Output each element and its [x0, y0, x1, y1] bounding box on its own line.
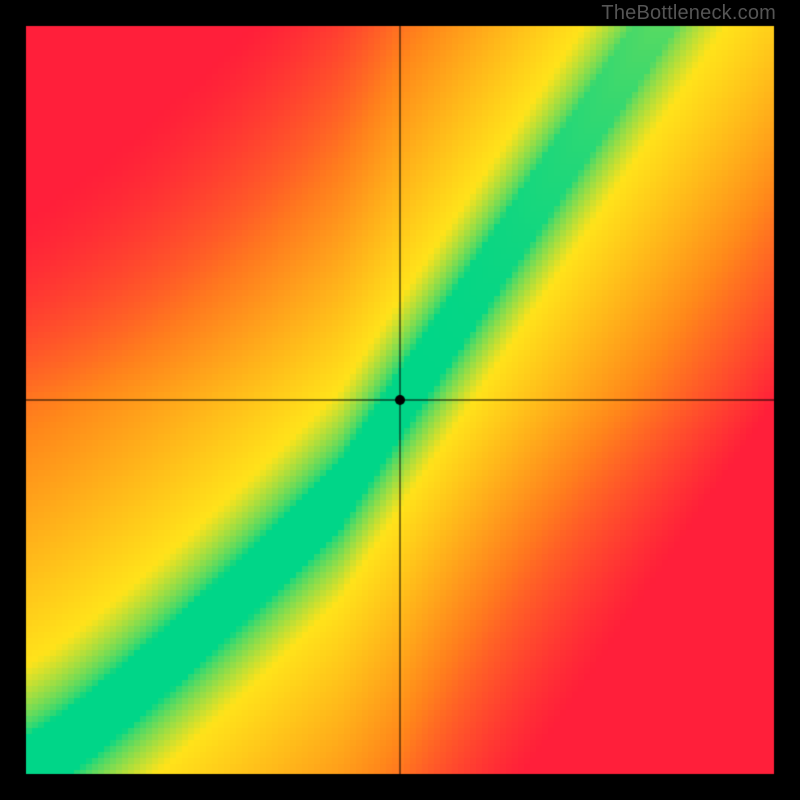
watermark-text: TheBottleneck.com	[601, 2, 776, 25]
heatmap-canvas	[0, 0, 800, 800]
chart-container: TheBottleneck.com	[0, 0, 800, 800]
